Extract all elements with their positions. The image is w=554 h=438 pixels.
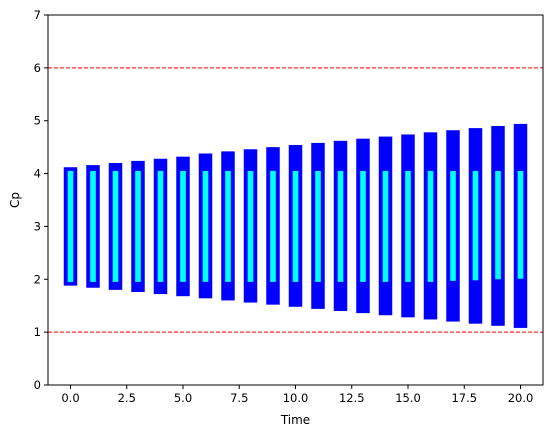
inner-bar-14: [382, 170, 389, 282]
x-tick-label-6: 15.0: [395, 391, 421, 405]
inner-bar-16: [427, 170, 434, 282]
x-tick-label-4: 10.0: [283, 391, 309, 405]
y-tick-label-1: 1: [34, 325, 41, 339]
inner-bar-13: [360, 170, 366, 282]
inner-bar-11: [315, 170, 321, 282]
inner-bar-9: [270, 170, 276, 282]
y-tick-label-4: 4: [34, 167, 41, 181]
inner-bar-7: [225, 170, 231, 282]
y-tick-label-3: 3: [34, 219, 41, 233]
inner-bar-0: [67, 170, 74, 282]
inner-bar-17: [450, 170, 456, 281]
y-tick-label-2: 2: [34, 272, 41, 286]
inner-bar-5: [180, 170, 186, 282]
inner-bar-3: [135, 170, 141, 282]
x-tick-label-7: 17.5: [451, 391, 477, 405]
inner-bar-8: [247, 170, 254, 282]
inner-bar-2: [112, 170, 119, 282]
inner-bar-1: [90, 170, 96, 282]
y-tick-label-5: 5: [34, 114, 41, 128]
y-tick-label-6: 6: [34, 61, 41, 75]
inner-bar-10: [292, 170, 299, 282]
inner-bar-15: [405, 170, 411, 282]
y-axis-title: Cp: [8, 192, 22, 208]
x-tick-label-5: 12.5: [339, 391, 365, 405]
inner-bar-4: [157, 170, 164, 282]
inner-bar-6: [202, 170, 209, 282]
plot-area: [48, 67, 543, 333]
y-tick-label-7: 7: [34, 8, 41, 22]
x-tick-label-2: 5.0: [174, 391, 192, 405]
axis-ticks: 0.0 2.5 5.0 7.5 10.0 12.5 15.0 17.5 20.0 0 1 2 3 4 5 6 7: [34, 8, 534, 405]
x-tick-label-3: 7.5: [230, 391, 248, 405]
inner-bar-19: [495, 170, 501, 280]
x-tick-label-8: 20.0: [508, 391, 534, 405]
inner-bar-18: [472, 170, 479, 281]
inner-bar-12: [337, 170, 344, 282]
y-tick-label-0: 0: [34, 378, 41, 392]
x-tick-label-1: 2.5: [118, 391, 136, 405]
x-tick-label-0: 0.0: [61, 391, 79, 405]
x-axis-title: Time: [280, 413, 310, 427]
inner-bar-20: [517, 170, 524, 279]
